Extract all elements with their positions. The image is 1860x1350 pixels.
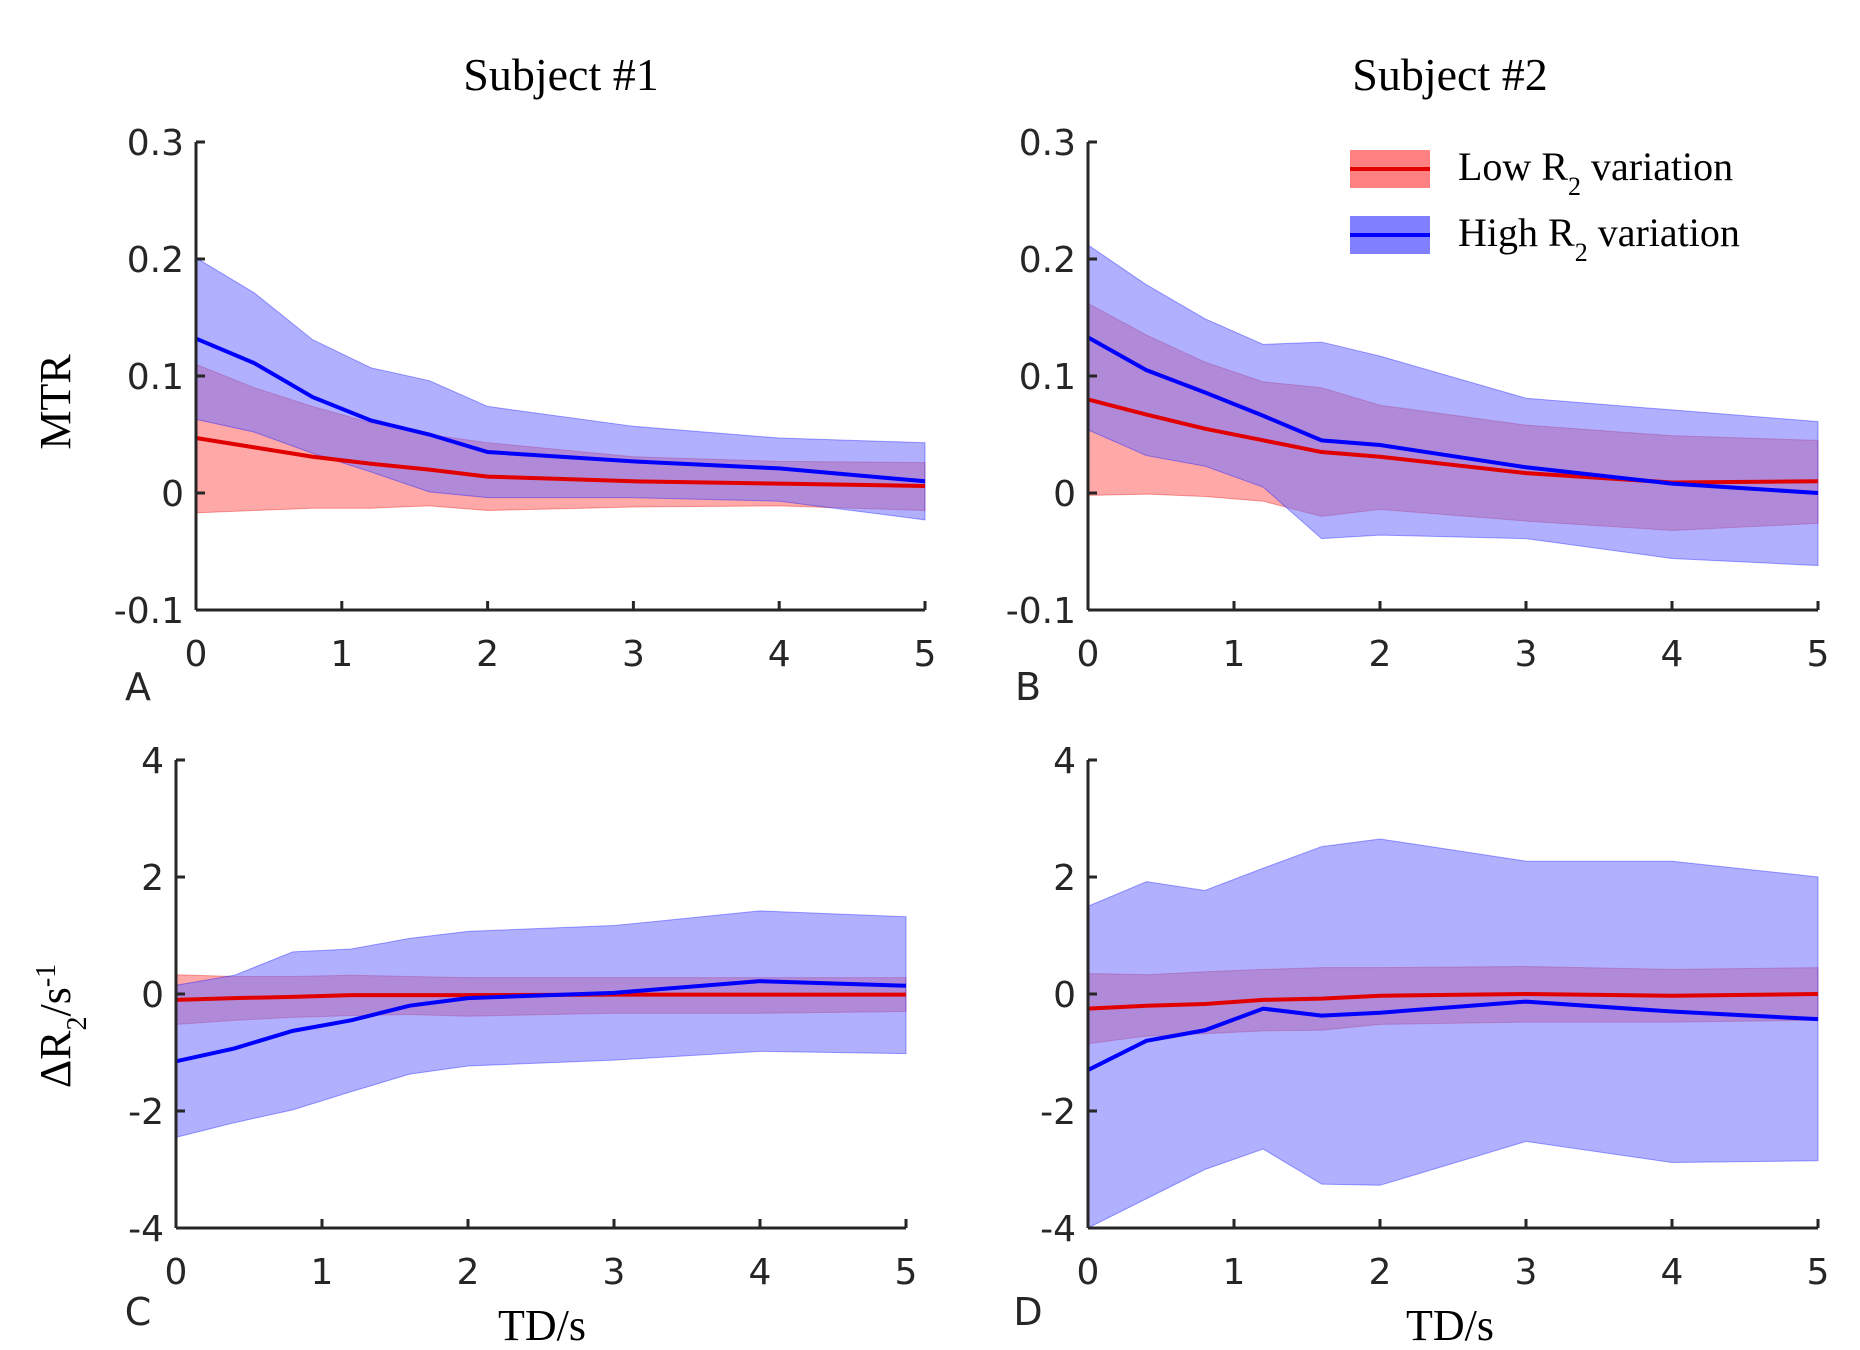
y-tick-label: 0	[141, 975, 164, 1016]
x-tick-label: 1	[311, 1252, 334, 1293]
title-subject-2: Subject #2	[1352, 49, 1547, 100]
band-high	[1087, 244, 1819, 567]
x-tick-label: 2	[476, 634, 499, 675]
x-tick-label: 2	[1369, 1252, 1392, 1293]
line-low	[175, 992, 906, 1002]
y-tick-label: -4	[128, 1209, 164, 1250]
xlabel-d: TD/s	[1406, 1301, 1494, 1350]
y-tick-label: 2	[1053, 858, 1076, 899]
panel-b: 0 1 2 3 4 5-0.100.10.20.3B	[1006, 123, 1830, 709]
x-tick-label: 5	[1807, 1252, 1830, 1293]
x-tick-label: 5	[1807, 634, 1830, 675]
x-tick-label: 3	[603, 1252, 626, 1293]
x-tick-label: 0	[185, 634, 208, 675]
x-tick-label: 5	[895, 1252, 918, 1293]
y-tick-label: -0.1	[1006, 591, 1076, 632]
y-tick-label: 4	[1053, 741, 1076, 782]
line-high	[195, 336, 926, 484]
y-tick-label: 0	[161, 474, 184, 515]
panel-label: C	[125, 1290, 152, 1334]
panel-d: 0 1 2 3 4 5 -4 -2 0 2 4 D	[1013, 741, 1829, 1334]
y-tick-label: 0	[1053, 975, 1076, 1016]
panel-label: D	[1013, 1290, 1042, 1334]
ylabel-mtr: MTR	[31, 354, 80, 450]
y-tick-label: 2	[141, 858, 164, 899]
y-tick-label: -4	[1040, 1209, 1076, 1250]
x-tick-label: 4	[1661, 1252, 1684, 1293]
y-tick-label: -2	[1040, 1092, 1076, 1133]
y-tick-label: 0.2	[1019, 240, 1076, 281]
line-high	[1087, 999, 1819, 1072]
title-subject-1: Subject #1	[463, 49, 658, 100]
x-tick-label: 1	[330, 634, 353, 675]
x-tick-label: 0	[1077, 634, 1100, 675]
band-high	[175, 910, 907, 1138]
y-tick-label: 0.1	[1019, 357, 1076, 398]
x-tick-label: 2	[457, 1252, 480, 1293]
ylabel-delta-r2: ΔR2/s-1	[31, 964, 93, 1088]
y-tick-label: -0.1	[114, 591, 184, 632]
y-tick-label: 4	[141, 741, 164, 782]
x-tick-label: 0	[165, 1252, 188, 1293]
x-tick-label: 3	[622, 634, 645, 675]
y-tick-label: 0.1	[127, 357, 184, 398]
xlabel-c: TD/s	[498, 1301, 586, 1350]
y-tick-label: -2	[128, 1092, 164, 1133]
x-tick-label: 0	[1077, 1252, 1100, 1293]
legend: Low R2 variation High R2 variation	[1350, 144, 1740, 267]
line-high	[1087, 335, 1819, 495]
y-tick-label: 0.3	[127, 123, 184, 164]
x-tick-label: 3	[1515, 1252, 1538, 1293]
y-tick-label: 0.3	[1019, 123, 1076, 164]
panel-c: 0 1 2 3 4 5 -4 -2 0 2 4 C	[125, 741, 918, 1334]
y-tick-label: 0	[1053, 474, 1076, 515]
x-tick-label: 5	[914, 634, 937, 675]
line-high	[175, 979, 907, 1064]
x-tick-label: 1	[1223, 1252, 1246, 1293]
x-tick-label: 2	[1369, 634, 1392, 675]
panel-label: A	[125, 665, 151, 709]
line-low	[1087, 991, 1819, 1011]
x-tick-label: 4	[749, 1252, 772, 1293]
band-high	[1087, 838, 1819, 1229]
line-low	[195, 436, 926, 488]
x-tick-label: 1	[1223, 634, 1246, 675]
legend-label-high: High R2 variation	[1458, 210, 1740, 267]
panel-label: B	[1015, 665, 1041, 709]
x-tick-label: 4	[1661, 634, 1684, 675]
panel-a: 0 1 2 3 4 5-0.100.10.20.3A	[114, 123, 937, 709]
legend-label-low: Low R2 variation	[1458, 144, 1733, 201]
x-tick-label: 3	[1515, 634, 1538, 675]
y-tick-label: 0.2	[127, 240, 184, 281]
band-high	[195, 256, 926, 521]
x-tick-label: 4	[768, 634, 791, 675]
